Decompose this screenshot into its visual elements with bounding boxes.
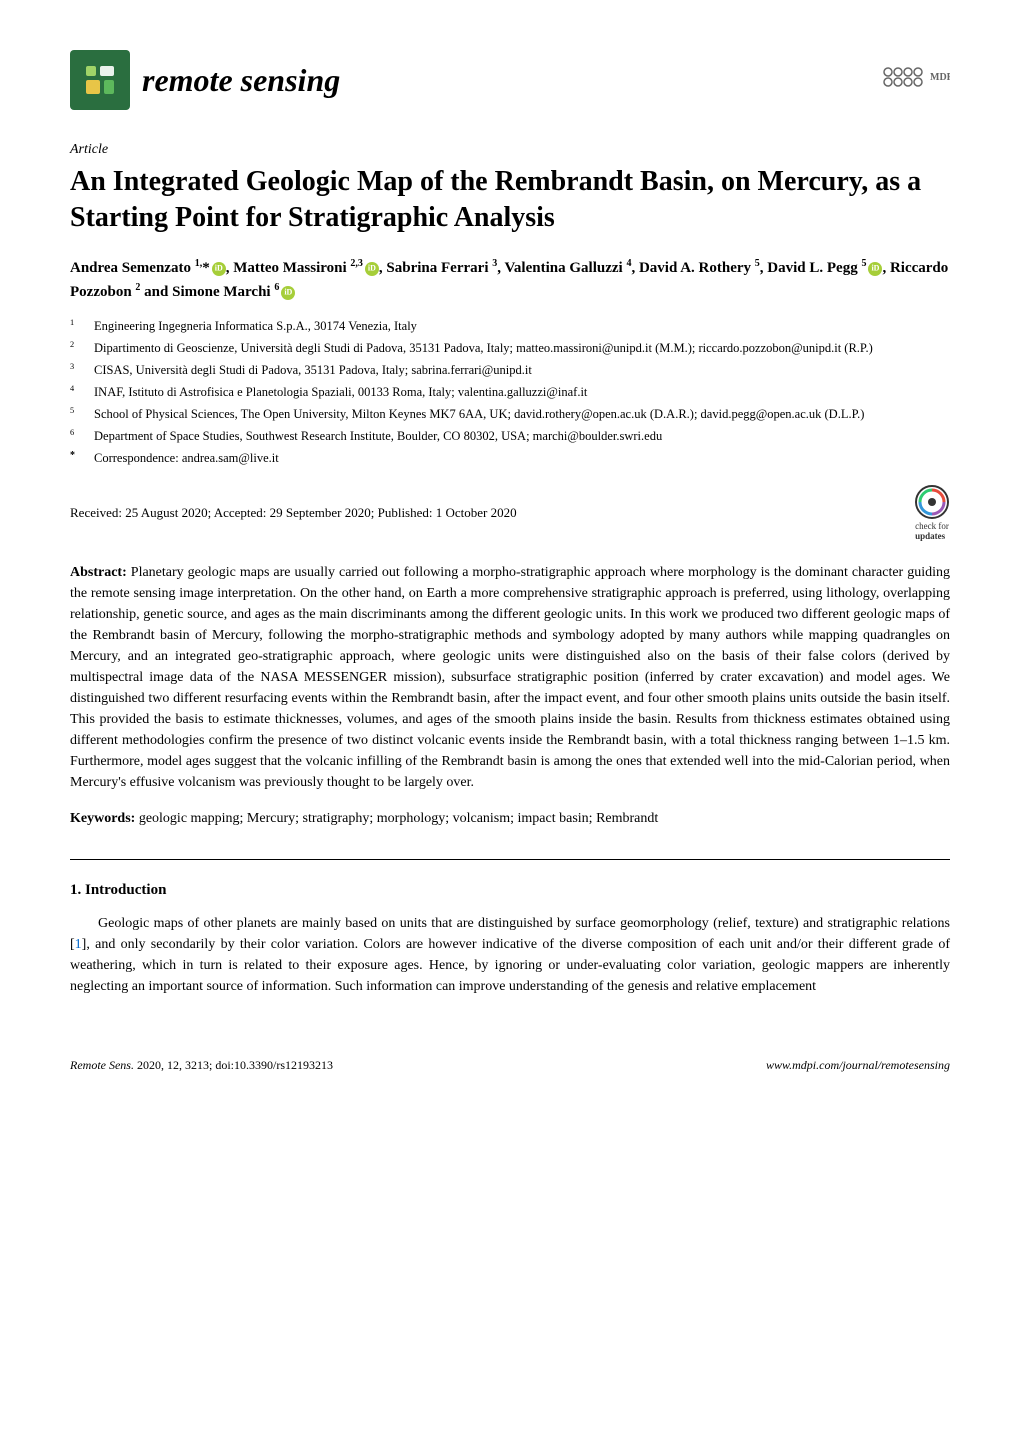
correspondence-row: *Correspondence: andrea.sam@live.it [70,448,950,468]
dates-row: Received: 25 August 2020; Accepted: 29 S… [70,484,950,542]
affiliation-row: 2Dipartimento di Geoscienze, Università … [70,338,950,358]
keywords-text: geologic mapping; Mercury; stratigraphy;… [139,811,658,826]
journal-name: remote sensing [142,58,340,103]
section-heading: 1. Introduction [70,880,950,901]
journal-logo-icon [70,50,130,110]
affiliation-row: 1Engineering Ingegneria Informatica S.p.… [70,316,950,336]
section-divider [70,859,950,860]
check-updates-icon [914,484,950,520]
affiliation-row: 3CISAS, Università degli Studi di Padova… [70,360,950,380]
affiliation-row: 5School of Physical Sciences, The Open U… [70,404,950,424]
abstract-paragraph: Abstract: Planetary geologic maps are us… [70,562,950,793]
svg-text:MDPI: MDPI [930,72,950,83]
article-title: An Integrated Geologic Map of the Rembra… [70,164,950,237]
keywords-paragraph: Keywords: geologic mapping; Mercury; str… [70,809,950,829]
publication-dates: Received: 25 August 2020; Accepted: 29 S… [70,504,517,522]
keywords-label: Keywords: [70,811,135,826]
affiliation-row: 4INAF, Istituto di Astrofisica e Planeto… [70,382,950,402]
page-footer: Remote Sens. 2020, 12, 3213; doi:10.3390… [70,1057,950,1074]
authors-list: Andrea Semenzato 1,*, Matteo Massironi 2… [70,256,950,304]
footer-url: www.mdpi.com/journal/remotesensing [766,1057,950,1074]
affiliation-row: 6Department of Space Studies, Southwest … [70,426,950,446]
abstract-label: Abstract: [70,565,127,580]
footer-citation: Remote Sens. 2020, 12, 3213; doi:10.3390… [70,1057,333,1074]
header-row: remote sensing MDPI [70,50,950,110]
check-updates-badge[interactable]: check for updates [914,484,950,542]
check-updates-text: check for updates [915,522,949,542]
abstract-text: Planetary geologic maps are usually carr… [70,565,950,790]
affiliations-block: 1Engineering Ingegneria Informatica S.p.… [70,316,950,468]
section-body-text: Geologic maps of other planets are mainl… [70,913,950,997]
mdpi-publisher-logo: MDPI [880,60,950,100]
article-type: Article [70,140,950,160]
journal-brand: remote sensing [70,50,340,110]
